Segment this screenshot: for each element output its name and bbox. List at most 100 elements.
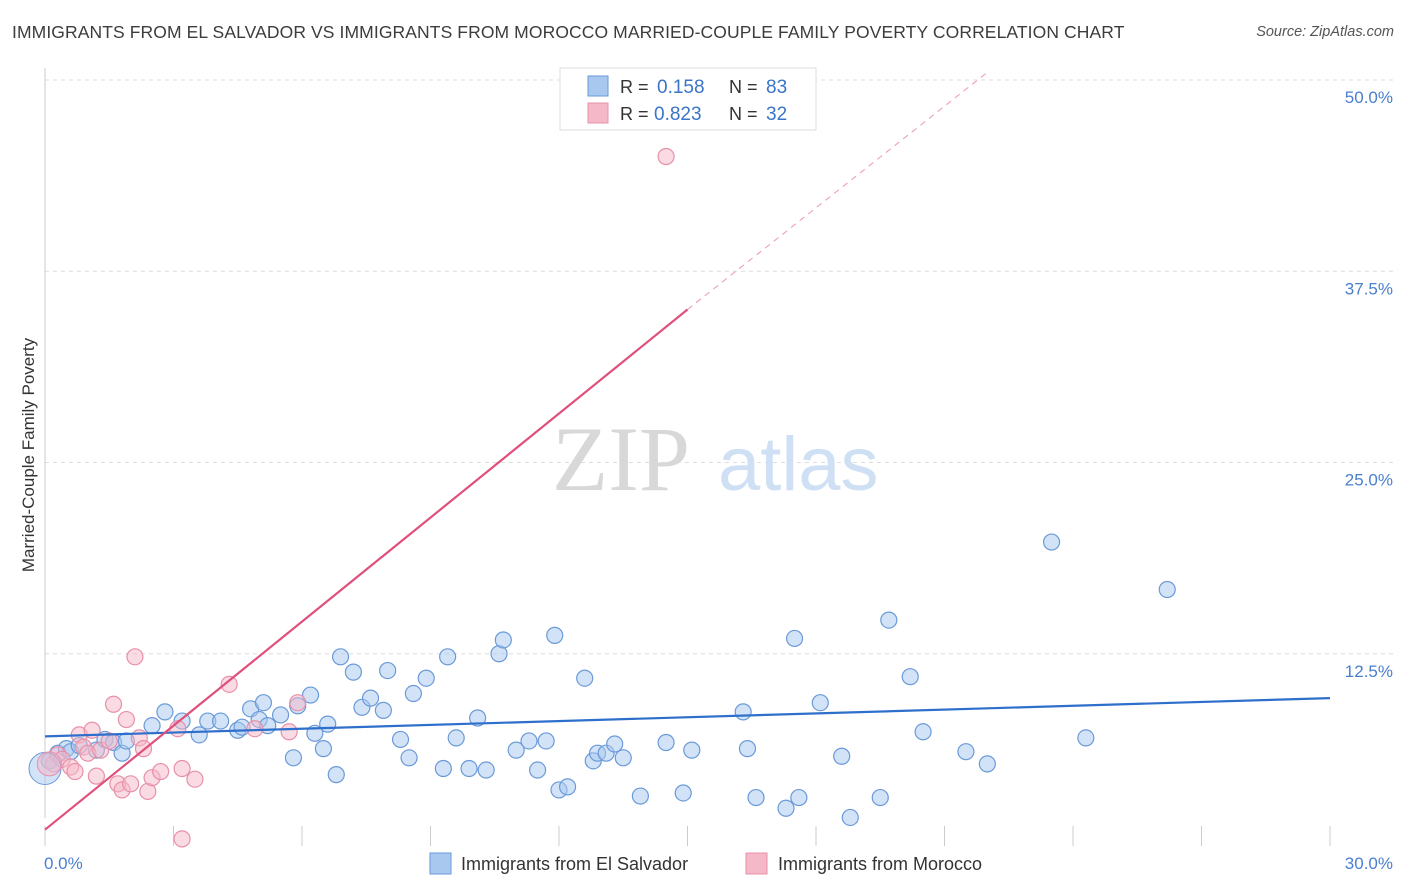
grid-lines: [45, 79, 1393, 655]
x-tick-label-min: 0.0%: [44, 854, 83, 873]
morocco-point: [152, 762, 170, 781]
x-tick-marks: [44, 826, 1331, 846]
el-salvador-point: [957, 743, 975, 761]
el-salvador-point: [404, 684, 422, 703]
el-salvador-point: [344, 663, 362, 681]
el-salvador-point: [537, 732, 555, 750]
el-salvador-point: [914, 723, 932, 741]
el-salvador-point: [331, 648, 350, 666]
el-salvador-point: [631, 787, 649, 805]
el-salvador-point: [361, 689, 380, 707]
el-salvador-point: [391, 730, 410, 749]
el-salvador-point: [811, 694, 829, 712]
y-axis-title: Married-Couple Family Poverty: [19, 337, 38, 572]
morocco-point: [117, 710, 135, 729]
legend-r-value-2: 0.823: [654, 104, 702, 125]
morocco-point: [186, 770, 204, 788]
legend-swatch-morocco: [587, 102, 609, 124]
el-salvador-point: [156, 703, 174, 721]
morocco-trend-line: [44, 308, 689, 831]
morocco-point: [220, 675, 238, 693]
el-salvador-point: [319, 715, 337, 733]
el-salvador-point: [747, 788, 765, 807]
y-tick-label: 37.5%: [1345, 279, 1393, 298]
y-tick-label: 12.5%: [1345, 662, 1393, 681]
el-salvador-point: [1158, 580, 1176, 599]
morocco-point: [657, 147, 675, 166]
el-salvador-point: [833, 747, 851, 765]
morocco-point: [289, 694, 307, 712]
el-salvador-point: [439, 648, 457, 666]
el-salvador-point: [841, 808, 859, 827]
chart-title: IMMIGRANTS FROM EL SALVADOR VS IMMIGRANT…: [12, 22, 1125, 42]
morocco-point: [66, 762, 84, 781]
el-salvador-point: [790, 788, 808, 807]
el-salvador-point: [520, 732, 538, 750]
el-salvador-point: [614, 749, 632, 767]
el-salvador-point: [271, 706, 290, 724]
bottom-legend-swatch-el-salvador: [429, 852, 452, 875]
morocco-point: [100, 732, 118, 750]
legend-n-value-1: 83: [766, 77, 787, 98]
el-salvador-point: [606, 735, 624, 753]
morocco-point: [173, 830, 191, 848]
el-salvador-point: [734, 703, 752, 721]
el-salvador-point: [978, 755, 996, 773]
el-salvador-point: [494, 631, 512, 649]
legend-r-value-1: 0.158: [657, 77, 705, 98]
el-salvador-point: [400, 749, 418, 767]
el-salvador-point: [284, 749, 303, 767]
el-salvador-point: [507, 741, 525, 759]
el-salvador-point: [683, 741, 701, 759]
legend-n-label-1: N =: [729, 77, 758, 97]
y-tick-label: 25.0%: [1345, 471, 1393, 490]
legend-n-value-2: 32: [766, 104, 787, 125]
legend-bottom: Immigrants from El Salvador Immigrants f…: [429, 852, 982, 875]
morocco-point: [126, 648, 144, 666]
legend-n-label-2: N =: [729, 104, 758, 124]
el-salvador-point: [901, 668, 919, 686]
watermark-atlas: atlas: [718, 422, 879, 507]
watermark-zip: ZIP: [552, 408, 690, 510]
el-salvador-point: [434, 759, 452, 778]
el-salvador-point: [1077, 729, 1095, 747]
legend-r-label-2: R =: [620, 104, 649, 124]
bottom-legend-swatch-morocco: [745, 852, 768, 875]
el-salvador-point: [469, 709, 487, 727]
el-salvador-point: [528, 761, 547, 779]
el-salvador-point: [546, 626, 564, 644]
el-salvador-point: [777, 799, 795, 817]
el-salvador-point: [576, 669, 594, 687]
el-salvador-point: [558, 778, 577, 796]
morocco-point-cluster: [36, 751, 62, 777]
el-salvador-point: [447, 729, 465, 747]
morocco-point: [122, 775, 140, 793]
legend-top: R = 0.158 N = 83 R = 0.823 N = 32: [559, 67, 817, 131]
morocco-point: [173, 759, 191, 778]
data-points: [28, 147, 1176, 848]
morocco-point: [87, 767, 106, 785]
el-salvador-point: [657, 733, 675, 752]
el-salvador-point: [785, 629, 804, 648]
el-salvador-point: [143, 717, 161, 735]
el-salvador-point: [738, 740, 757, 758]
x-tick-label-max: 30.0%: [1345, 854, 1393, 873]
el-salvador-point: [460, 759, 478, 778]
legend-swatch-el-salvador: [587, 75, 609, 97]
el-salvador-point: [417, 669, 435, 687]
legend-r-label-1: R =: [620, 77, 649, 97]
y-tick-label: 50.0%: [1345, 88, 1393, 107]
y-tick-labels: 12.5% 25.0% 37.5% 50.0%: [1345, 88, 1393, 681]
el-salvador-point: [314, 740, 333, 758]
el-salvador-point: [379, 661, 397, 680]
el-salvador-point: [880, 611, 898, 629]
el-salvador-point: [871, 788, 889, 807]
el-salvador-point: [374, 701, 392, 719]
morocco-point: [104, 695, 123, 713]
el-salvador-point: [190, 726, 208, 744]
morocco-point: [280, 723, 298, 741]
el-salvador-point: [674, 784, 692, 802]
el-salvador-point: [254, 694, 273, 712]
el-salvador-point: [477, 761, 495, 779]
